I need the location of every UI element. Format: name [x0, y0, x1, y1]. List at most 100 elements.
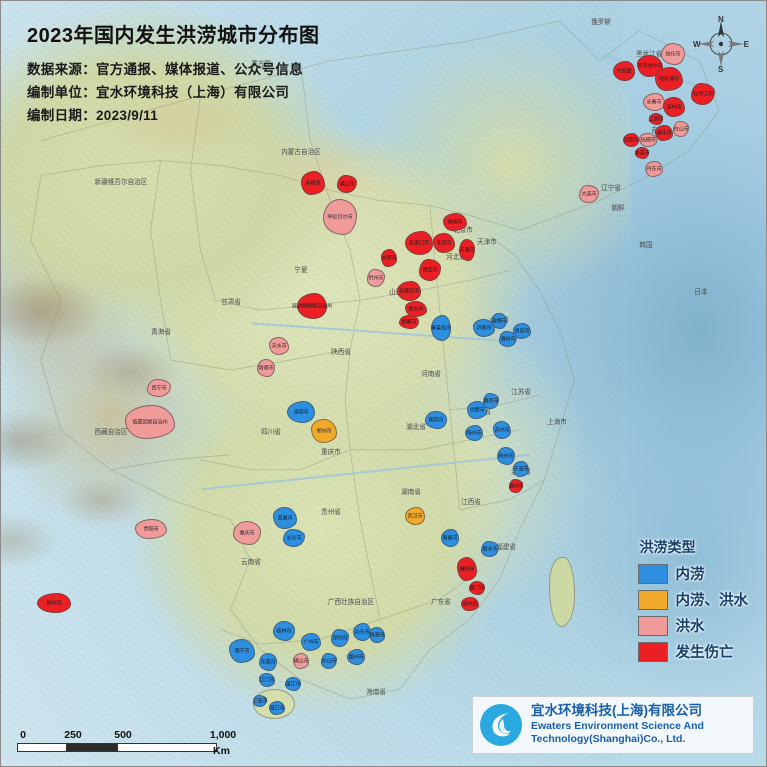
city-polygon[interactable]	[467, 401, 487, 419]
province-label: 天津市	[477, 239, 497, 246]
city-label: 兴安盟	[616, 68, 632, 75]
city-label: 大同市	[381, 255, 397, 262]
city-polygon[interactable]	[147, 379, 171, 397]
city-polygon[interactable]	[579, 185, 599, 203]
city-polygon[interactable]	[431, 315, 451, 341]
province-label: 河北省	[446, 254, 466, 261]
city-polygon[interactable]	[405, 231, 433, 255]
city-polygon[interactable]	[673, 121, 689, 137]
city-polygon[interactable]	[273, 507, 297, 529]
legend-item: 内涝	[637, 563, 749, 584]
city-polygon[interactable]	[285, 677, 301, 691]
city-polygon[interactable]	[491, 313, 507, 329]
city-polygon[interactable]	[457, 557, 477, 581]
city-polygon[interactable]	[381, 249, 397, 267]
city-polygon[interactable]	[229, 639, 255, 663]
province-label: 内蒙古自治区	[281, 149, 321, 156]
city-label: 石家庄市	[399, 288, 419, 295]
city-label: 厦门市	[469, 585, 485, 592]
legend-swatch	[637, 563, 668, 584]
city-polygon[interactable]	[259, 673, 275, 687]
city-polygon[interactable]	[293, 653, 309, 669]
city-polygon[interactable]	[663, 97, 685, 117]
city-polygon[interactable]	[425, 411, 447, 429]
city-polygon[interactable]	[269, 337, 289, 355]
city-polygon[interactable]	[691, 83, 715, 105]
city-polygon[interactable]	[513, 461, 529, 477]
city-polygon[interactable]	[655, 67, 683, 91]
city-polygon[interactable]	[259, 653, 277, 671]
city-polygon[interactable]	[331, 629, 349, 647]
city-polygon[interactable]	[469, 581, 485, 595]
province-label: 宁夏	[294, 267, 308, 274]
city-polygon[interactable]	[513, 323, 531, 339]
city-polygon[interactable]	[311, 419, 337, 443]
city-polygon[interactable]	[649, 113, 663, 125]
city-polygon[interactable]	[269, 701, 285, 715]
city-polygon[interactable]	[497, 447, 515, 465]
scale-bar: 0 250 500 1,000 Km	[17, 729, 243, 757]
city-polygon[interactable]	[321, 653, 337, 669]
legend-items: 内涝 内涝、洪水 洪水 发生伤亡	[637, 563, 749, 662]
city-label: 丹东市	[646, 166, 662, 173]
compass-label-w: W	[693, 40, 701, 49]
city-polygon[interactable]	[623, 133, 639, 147]
province-label: 甘肃省	[221, 299, 241, 306]
city-label: 陇南市	[258, 365, 274, 372]
city-polygon[interactable]	[635, 147, 649, 159]
city-polygon[interactable]	[369, 627, 385, 643]
city-polygon[interactable]	[257, 359, 275, 377]
city-polygon[interactable]	[645, 161, 663, 177]
city-polygon[interactable]	[473, 319, 495, 337]
city-label: 长沙市	[286, 535, 302, 542]
city-polygon[interactable]	[419, 259, 441, 281]
province-label: 新疆维吾尔自治区	[94, 179, 148, 186]
city-polygon[interactable]	[461, 597, 479, 611]
city-label: 临夏回族自治州	[132, 419, 168, 426]
city-polygon[interactable]	[367, 269, 385, 287]
city-polygon[interactable]	[499, 331, 517, 347]
ewaters-logo-icon	[479, 703, 523, 747]
scale-unit-label: Km	[213, 745, 230, 757]
city-label: 海口市	[269, 705, 285, 712]
city-polygon[interactable]	[509, 479, 523, 493]
city-polygon[interactable]	[135, 519, 167, 539]
city-label: 惠州市	[348, 654, 364, 661]
city-polygon[interactable]	[233, 521, 261, 545]
city-polygon[interactable]	[37, 593, 71, 613]
city-polygon[interactable]	[493, 421, 511, 439]
city-polygon[interactable]	[297, 293, 327, 319]
city-polygon[interactable]	[323, 199, 357, 235]
city-polygon[interactable]	[441, 529, 459, 547]
city-polygon[interactable]	[337, 175, 357, 193]
city-polygon[interactable]	[273, 621, 295, 641]
city-polygon[interactable]	[639, 133, 657, 147]
city-polygon[interactable]	[405, 507, 425, 525]
city-polygon[interactable]	[465, 425, 483, 441]
city-polygon[interactable]	[301, 171, 325, 195]
scale-tick-3: 1,000	[209, 729, 237, 741]
city-label: 江门市	[259, 677, 275, 684]
city-polygon[interactable]	[399, 315, 419, 329]
legend: 洪涝类型 内涝 内涝、洪水 洪水 发生伤亡	[637, 537, 749, 667]
city-label: 本溪市	[634, 150, 650, 157]
city-polygon[interactable]	[287, 401, 315, 423]
city-polygon[interactable]	[459, 239, 475, 261]
city-polygon[interactable]	[125, 405, 175, 439]
city-polygon[interactable]	[347, 649, 365, 665]
city-polygon[interactable]	[481, 541, 499, 557]
city-polygon[interactable]	[301, 633, 321, 651]
city-polygon[interactable]	[613, 61, 635, 81]
city-polygon[interactable]	[397, 281, 421, 301]
city-polygon[interactable]	[253, 695, 267, 707]
city-polygon[interactable]	[655, 125, 673, 141]
city-polygon[interactable]	[443, 213, 467, 231]
province-label: 云南省	[241, 559, 261, 566]
city-label: 青岛市	[514, 328, 530, 335]
city-label: 郑州市	[316, 428, 332, 435]
city-polygon[interactable]	[433, 233, 455, 253]
meta-date: 编制日期：2023/9/11	[27, 108, 159, 123]
city-polygon[interactable]	[483, 393, 499, 409]
city-polygon[interactable]	[283, 529, 305, 547]
city-polygon[interactable]	[661, 43, 685, 65]
